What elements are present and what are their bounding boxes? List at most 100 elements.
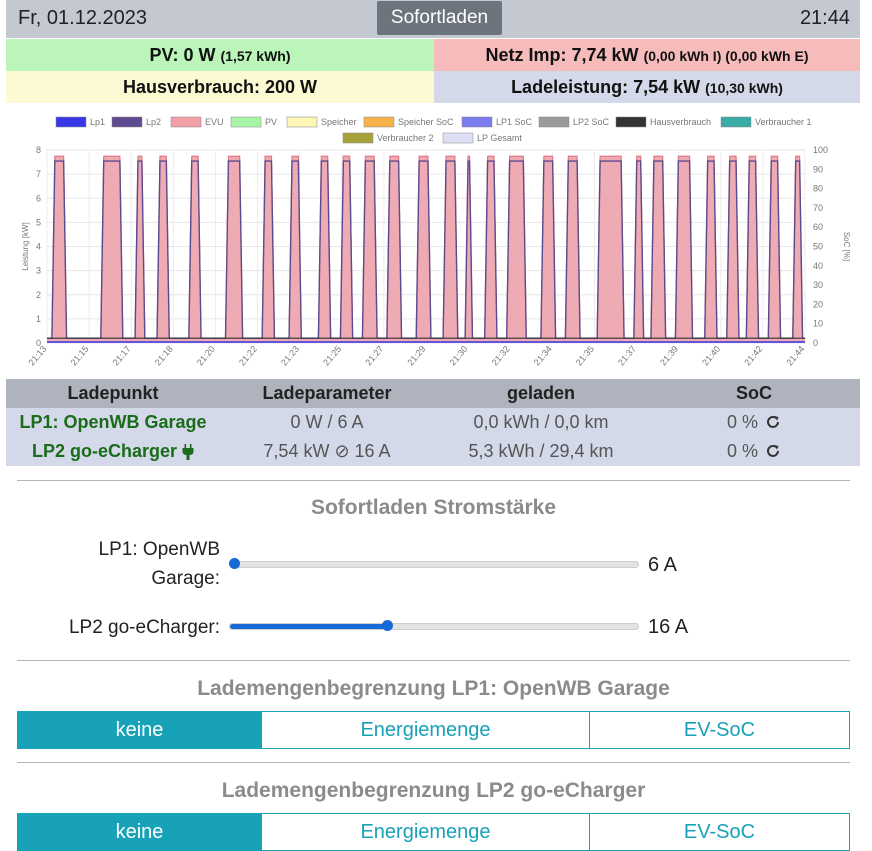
lp1-current-label: LP1: OpenWB Garage:: [98, 539, 220, 589]
legend-label: EVU: [205, 117, 224, 127]
y2-tick-label: 10: [813, 319, 823, 329]
legend-item: LP1 SoC: [461, 116, 533, 128]
limit-lp1-title: Lademengenbegrenzung LP1: OpenWB Garage: [197, 677, 670, 700]
x-tick-label: 21:42: [742, 344, 764, 368]
legend-label: LP Gesamt: [477, 133, 522, 143]
legend-swatch: [461, 116, 493, 128]
legend-label: Lp2: [146, 117, 161, 127]
col-geladen: geladen: [434, 379, 648, 408]
y-tick-label: 8: [36, 145, 41, 155]
slider-thumb[interactable]: [382, 620, 394, 631]
y-tick-label: 1: [36, 314, 41, 324]
limit-lp2-buttons: keine Energiemenge EV-SoC: [17, 813, 850, 851]
divider: [17, 762, 850, 763]
lp2-params: 7,54 kW ⊘ 16 A: [220, 437, 434, 466]
col-ladepunkt: Ladepunkt: [6, 379, 220, 408]
slider-fill: [230, 624, 388, 629]
legend-label: Hausverbrauch: [650, 117, 711, 127]
limit-lp1-energiemenge-button[interactable]: Energiemenge: [261, 712, 589, 748]
grid-label: Netz Imp: 7,74 kW: [485, 45, 639, 65]
legend-label: Lp1: [90, 117, 105, 127]
y2-tick-label: 20: [813, 299, 823, 309]
chargepoint-table: Ladepunkt Ladeparameter geladen SoC LP1:…: [6, 379, 860, 466]
y2-tick-label: 40: [813, 261, 823, 271]
lp1-current-slider[interactable]: [229, 558, 639, 569]
y-tick-label: 2: [36, 290, 41, 300]
legend-label: Speicher SoC: [398, 117, 454, 127]
lp1-current-value: 6 A: [648, 554, 677, 576]
pv-stat: PV: 0 W (1,57 kWh): [6, 39, 434, 71]
legend-swatch: [342, 132, 374, 144]
legend-swatch: [363, 116, 395, 128]
y2-tick-label: 30: [813, 280, 823, 290]
y-tick-label: 7: [36, 169, 41, 179]
y2-tick-label: 90: [813, 164, 823, 174]
legend-item: PV: [230, 116, 277, 128]
grid-detail: (0,00 kWh I) (0,00 kWh E): [643, 48, 809, 64]
table-row: LP2 go-eCharger 7,54 kW ⊘ 16 A 5,3 kWh /…: [6, 437, 860, 466]
x-tick-label: 21:20: [195, 344, 217, 368]
y2-tick-label: 60: [813, 222, 823, 232]
limit-lp1-evsoc-button[interactable]: EV-SoC: [589, 712, 849, 748]
x-tick-label: 21:30: [447, 344, 469, 368]
x-tick-label: 21:39: [658, 344, 680, 368]
x-tick-label: 21:35: [574, 344, 596, 368]
lp1-name[interactable]: LP1: OpenWB Garage: [6, 408, 220, 437]
x-tick-label: 21:17: [111, 344, 133, 368]
x-tick-label: 21:18: [153, 344, 175, 368]
x-tick-label: 21:32: [490, 344, 512, 368]
house-label: Hausverbrauch: 200 W: [122, 77, 318, 97]
y2-tick-label: 80: [813, 184, 823, 194]
refresh-icon[interactable]: [765, 443, 781, 459]
legend-item: LP Gesamt: [442, 132, 522, 144]
charge-label: Ladeleistung: 7,54 kW: [511, 77, 701, 97]
legend-swatch: [230, 116, 262, 128]
divider: [17, 660, 850, 661]
x-tick-label: 21:13: [26, 344, 48, 368]
divider: [17, 480, 850, 481]
grid-stat: Netz Imp: 7,74 kW (0,00 kWh I) (0,00 kWh…: [434, 39, 860, 71]
power-chart[interactable]: Lp1 Lp2 EVU PV Speicher Speicher SoC LP1 SoC LP…: [6, 112, 860, 378]
x-tick-label: 21:15: [68, 344, 90, 368]
lp2-current-label: LP2 go-eCharger:: [68, 617, 220, 638]
legend-item: Lp2: [111, 116, 161, 128]
legend-item: Speicher SoC: [363, 116, 454, 128]
charge-mode-button[interactable]: Sofortladen: [377, 1, 502, 35]
legend-swatch: [55, 116, 87, 128]
y2-axis-label: SoC [%]: [842, 232, 851, 261]
charge-detail: (10,30 kWh): [705, 80, 783, 96]
x-tick-label: 21:22: [237, 344, 259, 368]
legend-label: PV: [265, 117, 277, 127]
refresh-icon[interactable]: [765, 414, 781, 430]
x-tick-label: 21:25: [321, 344, 343, 368]
lp2-name[interactable]: LP2 go-eCharger: [6, 437, 220, 466]
lp2-soc: 0 %: [648, 437, 860, 466]
legend-label: Speicher: [321, 117, 357, 127]
y2-tick-label: 0: [813, 338, 818, 348]
x-tick-label: 21:40: [700, 344, 722, 368]
charge-power-stat: Ladeleistung: 7,54 kW (10,30 kWh): [434, 71, 860, 103]
pv-detail: (1,57 kWh): [220, 48, 291, 64]
lp2-current-slider[interactable]: [229, 620, 639, 631]
legend-label: LP1 SoC: [496, 117, 533, 127]
legend-item: Speicher: [286, 116, 357, 128]
legend-swatch: [442, 132, 474, 144]
legend-item: Hausverbrauch: [615, 116, 711, 128]
legend-item: Lp1: [55, 116, 105, 128]
legend-item: EVU: [170, 116, 224, 128]
limit-lp2-energiemenge-button[interactable]: Energiemenge: [261, 814, 589, 850]
x-tick-label: 21:27: [363, 344, 385, 368]
limit-lp2-evsoc-button[interactable]: EV-SoC: [589, 814, 849, 850]
lp2-current-value: 16 A: [648, 616, 689, 638]
legend-swatch: [170, 116, 202, 128]
slider-thumb[interactable]: [229, 558, 240, 569]
x-tick-label: 21:37: [616, 344, 638, 368]
legend-swatch: [286, 116, 318, 128]
legend-swatch: [720, 116, 752, 128]
limit-lp1-keine-button[interactable]: keine: [18, 712, 261, 748]
chart-legend: Lp1 Lp2 EVU PV Speicher Speicher SoC LP1 SoC LP…: [55, 116, 812, 144]
limit-lp2-keine-button[interactable]: keine: [18, 814, 261, 850]
legend-item: LP2 SoC: [538, 116, 610, 128]
lp1-charged: 0,0 kWh / 0,0 km: [434, 408, 648, 437]
legend-item: Verbraucher 1: [720, 116, 812, 128]
